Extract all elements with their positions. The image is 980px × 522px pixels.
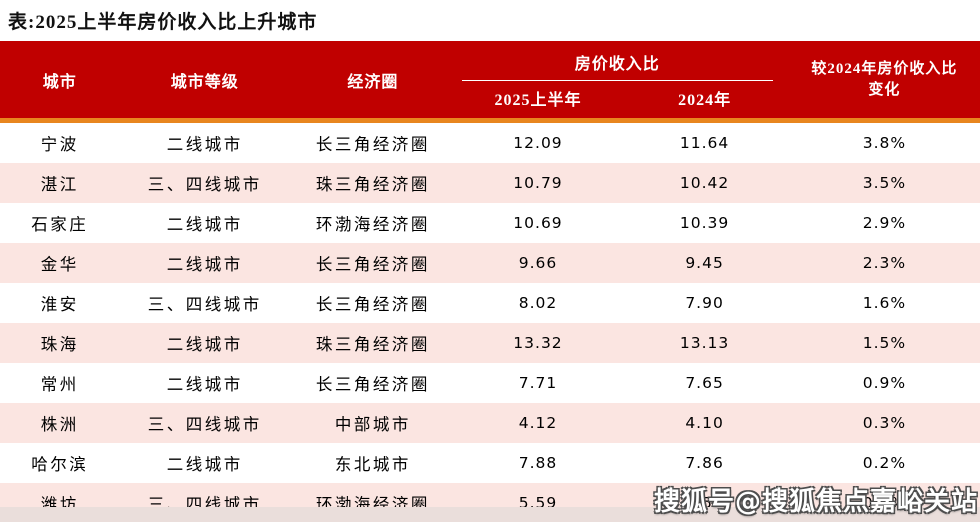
bottom-edge-strip <box>0 507 980 522</box>
cell-ratio-2024: 10.39 <box>679 214 730 232</box>
cell-change: 0.3% <box>862 414 907 432</box>
cell-city: 淮安 <box>40 295 79 314</box>
cell-city: 宁波 <box>40 135 79 154</box>
cell-ratio-2024: 4.10 <box>685 414 724 432</box>
column-header-circle: 经济圈 <box>347 73 399 91</box>
table-row: 金华 二线城市 长三角经济圈 9.66 9.45 2.3% <box>0 243 980 283</box>
cell-ratio-2025: 12.09 <box>513 134 563 152</box>
column-group-header-ratio-label: 房价收入比 <box>461 41 773 81</box>
cell-city: 金华 <box>40 255 79 274</box>
cell-change: 2.3% <box>862 254 907 272</box>
table-row: 淮安 三、四线城市 长三角经济圈 8.02 7.90 1.6% <box>0 283 980 323</box>
table-row: 株洲 三、四线城市 中部城市 4.12 4.10 0.3% <box>0 403 980 443</box>
cell-change: 2.9% <box>862 214 907 232</box>
cell-ratio-2025: 10.79 <box>513 174 563 192</box>
cell-city: 哈尔滨 <box>31 455 89 474</box>
cell-ratio-2024: 10.42 <box>679 174 730 192</box>
cell-circle: 长三角经济圈 <box>315 255 430 274</box>
cell-ratio-2024: 9.45 <box>685 254 724 272</box>
cell-ratio-2024: 7.65 <box>685 374 724 392</box>
cell-tier: 二线城市 <box>166 215 243 234</box>
cell-circle: 长三角经济圈 <box>315 135 430 154</box>
column-header-tier: 城市等级 <box>170 73 239 91</box>
cell-tier: 三、四线城市 <box>147 175 262 194</box>
cell-city: 石家庄 <box>31 215 89 234</box>
table-row: 哈尔滨 二线城市 东北城市 7.88 7.86 0.2% <box>0 443 980 483</box>
cell-change: 1.5% <box>862 334 907 352</box>
cell-ratio-2024: 7.86 <box>685 454 724 472</box>
cell-circle: 珠三角经济圈 <box>315 335 430 354</box>
table-row: 石家庄 二线城市 环渤海经济圈 10.69 10.39 2.9% <box>0 203 980 243</box>
cell-tier: 二线城市 <box>166 375 243 394</box>
page-title: 表:2025上半年房价收入比上升城市 <box>8 12 318 33</box>
cell-tier: 二线城市 <box>166 255 243 274</box>
column-header-change: 较2024年房价收入比变化 <box>789 41 980 121</box>
cell-circle: 东北城市 <box>334 455 411 474</box>
cell-ratio-2024: 11.64 <box>679 134 730 152</box>
cell-city: 常州 <box>40 375 79 394</box>
cell-ratio-2025: 7.88 <box>518 454 558 472</box>
table-row: 湛江 三、四线城市 珠三角经济圈 10.79 10.42 3.5% <box>0 163 980 203</box>
cell-city: 株洲 <box>40 415 79 434</box>
cell-circle: 中部城市 <box>334 415 411 434</box>
cell-ratio-2024: 7.90 <box>685 294 724 312</box>
cell-ratio-2025: 4.12 <box>518 414 558 432</box>
cell-ratio-2024: 13.13 <box>679 334 730 352</box>
cell-circle: 长三角经济圈 <box>315 375 430 394</box>
table-row: 宁波 二线城市 长三角经济圈 12.09 11.64 3.8% <box>0 120 980 163</box>
cell-change: 1.6% <box>862 294 907 312</box>
column-header-2025h1: 2025上半年 <box>494 92 582 109</box>
cell-circle: 环渤海经济圈 <box>315 215 430 234</box>
cell-circle: 长三角经济圈 <box>315 295 430 314</box>
sohu-watermark: 搜狐号@搜狐焦点嘉峪关站 <box>653 487 978 517</box>
house-price-income-table: 城市 城市等级 经济圈 房价收入比 较2024年房价收入比变化 2025上半年 … <box>0 41 980 522</box>
column-group-header-ratio: 房价收入比 <box>456 41 789 81</box>
cell-tier: 二线城市 <box>166 135 243 154</box>
cell-city: 珠海 <box>40 335 79 354</box>
cell-change: 3.8% <box>862 134 907 152</box>
cell-change: 0.9% <box>862 374 907 392</box>
cell-change: 3.5% <box>862 174 907 192</box>
cell-ratio-2025: 13.32 <box>513 334 563 352</box>
cell-tier: 三、四线城市 <box>147 415 262 434</box>
column-header-2024: 2024年 <box>678 92 732 109</box>
cell-ratio-2025: 10.69 <box>513 214 563 232</box>
cell-circle: 珠三角经济圈 <box>315 175 430 194</box>
column-header-change-label: 较2024年房价收入比变化 <box>811 61 958 98</box>
cell-ratio-2025: 7.71 <box>518 374 558 392</box>
cell-ratio-2025: 9.66 <box>518 254 558 272</box>
table-body: 宁波 二线城市 长三角经济圈 12.09 11.64 3.8% 湛江 三、四线城… <box>0 120 980 522</box>
cell-tier: 三、四线城市 <box>147 295 262 314</box>
cell-city: 湛江 <box>40 175 79 194</box>
column-header-city: 城市 <box>42 73 77 91</box>
cell-tier: 二线城市 <box>166 455 243 474</box>
table-row: 常州 二线城市 长三角经济圈 7.71 7.65 0.9% <box>0 363 980 403</box>
table-header: 城市 城市等级 经济圈 房价收入比 较2024年房价收入比变化 2025上半年 … <box>0 41 980 121</box>
cell-change: 0.2% <box>862 454 907 472</box>
table-row: 珠海 二线城市 珠三角经济圈 13.32 13.13 1.5% <box>0 323 980 363</box>
cell-tier: 二线城市 <box>166 335 243 354</box>
cell-ratio-2025: 8.02 <box>518 294 558 312</box>
